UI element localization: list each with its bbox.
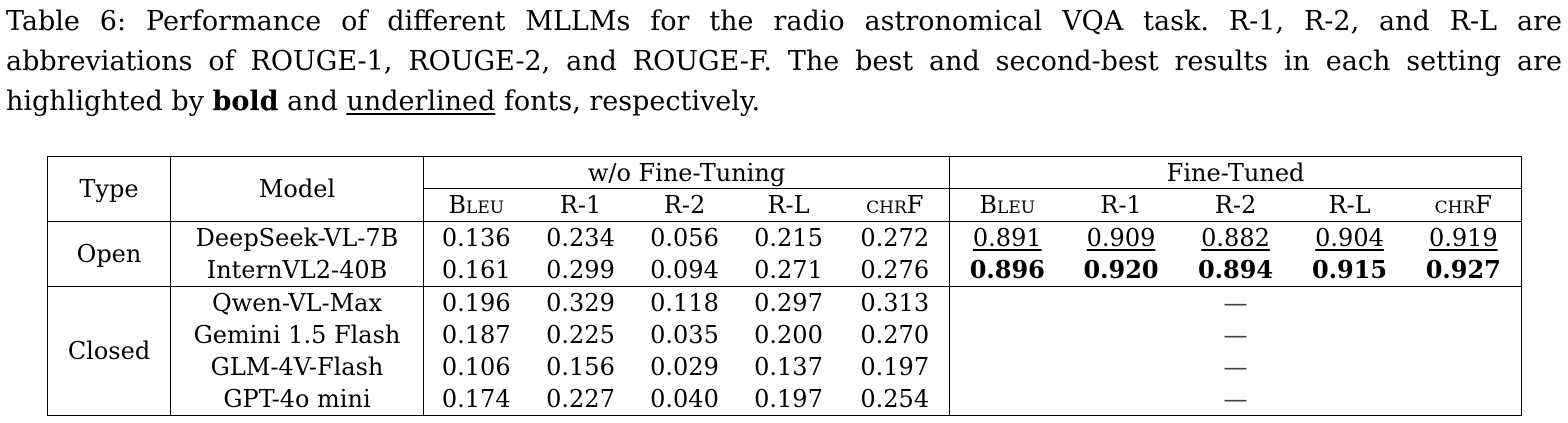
value-cell: 0.029 xyxy=(650,353,719,381)
model-cell: DeepSeek-VL-7B xyxy=(170,221,424,254)
value-cell: 0.197 xyxy=(754,385,823,413)
value-cell-best: 0.915 xyxy=(1293,254,1406,287)
model-cell: Qwen-VL-Max xyxy=(170,286,424,319)
value-cell: 0.161 xyxy=(423,254,529,287)
model-cell: GLM-4V-Flash xyxy=(170,351,424,383)
value-cell-second-best: 0.919 xyxy=(1428,224,1498,252)
table-row: Closed Qwen-VL-Max 0.196 0.329 0.118 0.2… xyxy=(47,286,1522,416)
model-cell: GPT-4o mini xyxy=(170,383,424,416)
value-cell: 0.200 xyxy=(754,321,823,349)
value-cell: 0.094 xyxy=(632,254,737,287)
value-cell: 0.329 xyxy=(546,289,615,317)
value-cell-second-best: 0.882 xyxy=(1201,224,1270,252)
value-cell: 0.270 xyxy=(840,319,951,351)
caption-text-and: and xyxy=(278,86,347,117)
header-metric-r2: R-2 xyxy=(1177,188,1294,222)
header-metric-bleu: Bleu xyxy=(949,188,1065,222)
not-applicable-dash: — xyxy=(1223,353,1248,381)
value-cell: 0.196 xyxy=(441,289,511,317)
value-cell: 0.187 xyxy=(441,321,511,349)
table-row: InternVL2-40B 0.161 0.299 0.094 0.271 0.… xyxy=(48,254,1522,287)
caption-underlined-word: underlined xyxy=(346,86,496,117)
type-cell-open: Open xyxy=(47,221,171,287)
value-cell: 0.254 xyxy=(840,383,951,416)
header-group-wo-finetuning: w/o Fine-Tuning xyxy=(423,156,951,189)
table-row: Open DeepSeek-VL-7B 0.136 0.234 0.056 0.… xyxy=(47,221,1522,287)
value-cell: 0.299 xyxy=(528,254,633,287)
header-model: Model xyxy=(170,156,424,222)
table-row: GPT-4o mini 0.174 0.227 0.040 0.197 0.25… xyxy=(48,383,1522,416)
value-cell-second-best: 0.909 xyxy=(1086,224,1156,252)
caption-text: Table 6: Performance of different MLLMs … xyxy=(6,6,1562,117)
value-cell: 0.276 xyxy=(840,254,951,287)
value-cell-best: 0.896 xyxy=(949,254,1065,287)
value-cell-second-best: 0.891 xyxy=(972,224,1042,252)
value-cell: 0.156 xyxy=(546,353,615,381)
value-cell-second-best: 0.904 xyxy=(1315,224,1384,252)
model-cell: InternVL2-40B xyxy=(170,254,424,287)
value-cell: 0.197 xyxy=(840,351,951,383)
header-group-finetuned: Fine-Tuned xyxy=(949,156,1522,189)
value-cell: 0.227 xyxy=(546,385,615,413)
value-cell: 0.271 xyxy=(736,254,841,287)
results-table: Type Model w/o Fine-Tuning Fine-Tuned Bl… xyxy=(47,156,1523,416)
value-cell: 0.313 xyxy=(840,286,951,319)
value-cell: 0.215 xyxy=(754,224,823,252)
header-metric-rl: R-L xyxy=(1293,188,1406,222)
value-cell: 0.297 xyxy=(754,289,823,317)
value-cell: 0.106 xyxy=(441,353,511,381)
value-cell-best: 0.920 xyxy=(1064,254,1178,287)
value-cell: 0.040 xyxy=(650,385,719,413)
value-cell: 0.118 xyxy=(650,289,719,317)
value-cell: 0.035 xyxy=(650,321,719,349)
value-cell: 0.272 xyxy=(840,221,951,254)
value-cell: 0.174 xyxy=(441,385,511,413)
not-applicable-dash: — xyxy=(1223,289,1248,317)
model-cell: Gemini 1.5 Flash xyxy=(170,319,424,351)
value-cell-best: 0.894 xyxy=(1177,254,1294,287)
table-caption: Table 6: Performance of different MLLMs … xyxy=(6,2,1562,122)
table-row: GLM-4V-Flash 0.106 0.156 0.029 0.137 0.1… xyxy=(48,351,1522,383)
table-row: Gemini 1.5 Flash 0.187 0.225 0.035 0.200… xyxy=(48,319,1522,351)
header-metric-chrf: chrF xyxy=(1405,188,1522,222)
not-applicable-dash: — xyxy=(1223,321,1248,349)
value-cell: 0.137 xyxy=(754,353,823,381)
type-cell-closed: Closed xyxy=(47,286,171,416)
header-type: Type xyxy=(47,156,171,222)
not-applicable-dash: — xyxy=(1223,385,1248,413)
header-metric-bleu: Bleu xyxy=(423,188,529,222)
header-metric-chrf: chrF xyxy=(840,188,951,222)
header-metric-r1: R-1 xyxy=(528,188,633,222)
value-cell: 0.056 xyxy=(650,224,719,252)
caption-text-end: fonts, respectively. xyxy=(495,86,761,117)
header-metric-r1: R-1 xyxy=(1064,188,1178,222)
value-cell: 0.234 xyxy=(546,224,615,252)
caption-bold-word: bold xyxy=(212,86,279,117)
header-metric-r2: R-2 xyxy=(632,188,737,222)
value-cell: 0.136 xyxy=(441,224,511,252)
value-cell: 0.225 xyxy=(546,321,615,349)
header-metric-rl: R-L xyxy=(736,188,841,222)
value-cell-best: 0.927 xyxy=(1405,254,1522,287)
